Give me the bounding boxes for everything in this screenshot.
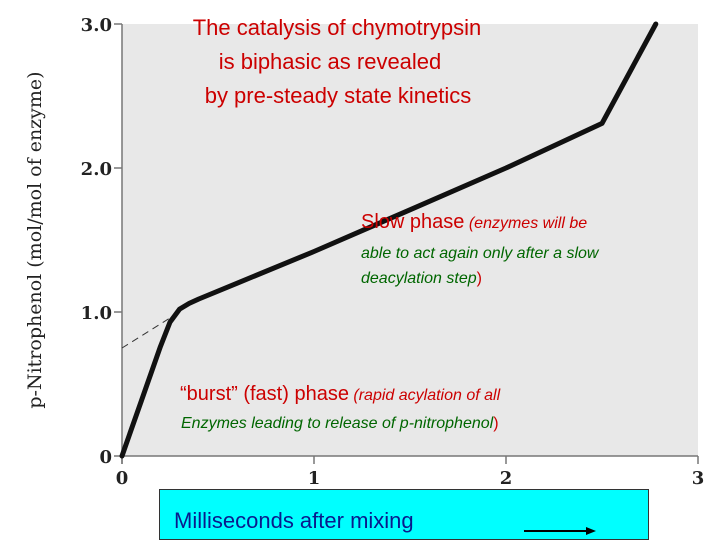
- y-tick-label: 0: [99, 447, 112, 468]
- slow-phase-line-2: able to act again only after a slow: [361, 245, 600, 262]
- burst-phase-label: “burst” (fast) phase: [180, 383, 349, 405]
- burst-phase-line-2: Enzymes leading to release of p-nitrophe…: [181, 415, 499, 432]
- x-tick-label: 1: [308, 468, 321, 489]
- x-axis-label: Milliseconds after mixing: [174, 508, 414, 533]
- burst-phase-note-open: (rapid acylation of all: [349, 387, 501, 404]
- burst-phase-line-1: “burst” (fast) phase (rapid acylation of…: [180, 383, 501, 405]
- y-tick-label: 3.0: [81, 15, 112, 36]
- burst-phase-close: ): [493, 415, 498, 432]
- slow-phase-line-3: deacylation step): [361, 270, 482, 287]
- ticks: 0 1 2 3 0 1.0 2.0 3.0: [81, 15, 705, 489]
- x-axis-label-box: Milliseconds after mixing: [159, 489, 649, 540]
- right-arrow-icon: [524, 527, 596, 535]
- x-tick-label: 3: [692, 468, 705, 489]
- y-tick-label: 1.0: [81, 303, 112, 324]
- y-tick-label: 2.0: [81, 159, 112, 180]
- x-tick-label: 2: [500, 468, 513, 489]
- x-tick-label: 0: [116, 468, 129, 489]
- slow-phase-label: Slow phase: [361, 211, 464, 233]
- plot-area: [122, 24, 698, 456]
- burst-phase-annotation: “burst” (fast) phase (rapid acylation of…: [180, 383, 501, 432]
- slow-phase-note-end: deacylation step: [361, 270, 477, 287]
- y-axis-label: p-Nitrophenol (mol/mol of enzyme): [24, 71, 46, 408]
- slow-phase-close: ): [477, 270, 482, 287]
- axes: [114, 24, 698, 464]
- title-line-3: by pre-steady state kinetics: [205, 83, 472, 108]
- chart-title: The catalysis of chymotrypsin is biphasi…: [193, 15, 482, 108]
- title-line-1: The catalysis of chymotrypsin: [193, 15, 482, 40]
- burst-phase-note-end: Enzymes leading to release of p-nitrophe…: [181, 415, 494, 432]
- title-line-2: is biphasic as revealed: [219, 49, 442, 74]
- series-line: [119, 21, 659, 459]
- slow-phase-annotation: Slow phase (enzymes will be able to act …: [361, 211, 600, 287]
- slow-phase-note-open: (enzymes will be: [464, 215, 587, 232]
- slow-phase-line-1: Slow phase (enzymes will be: [361, 211, 587, 233]
